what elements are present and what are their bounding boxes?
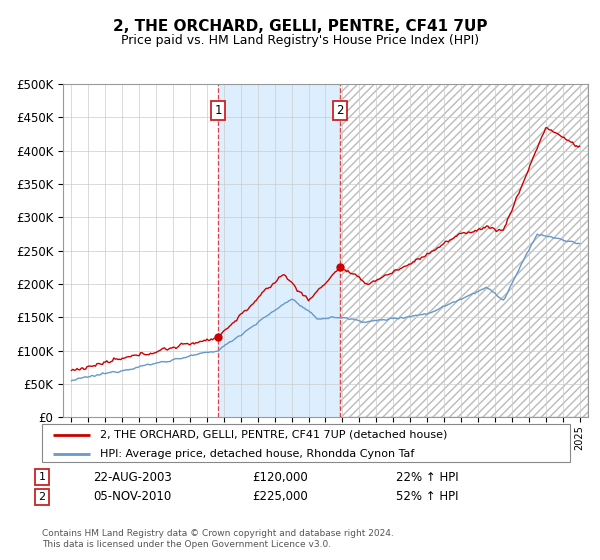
Text: 05-NOV-2010: 05-NOV-2010: [93, 490, 171, 503]
Text: 1: 1: [38, 472, 46, 482]
Text: 2, THE ORCHARD, GELLI, PENTRE, CF41 7UP: 2, THE ORCHARD, GELLI, PENTRE, CF41 7UP: [113, 20, 487, 34]
Text: 2, THE ORCHARD, GELLI, PENTRE, CF41 7UP (detached house): 2, THE ORCHARD, GELLI, PENTRE, CF41 7UP …: [100, 430, 448, 440]
Text: 2: 2: [336, 104, 344, 117]
Bar: [218, 84, 340, 417]
Text: Price paid vs. HM Land Registry's House Price Index (HPI): Price paid vs. HM Land Registry's House …: [121, 34, 479, 47]
Bar: [340, 84, 588, 417]
Text: 1: 1: [214, 104, 222, 117]
Text: Contains HM Land Registry data © Crown copyright and database right 2024.: Contains HM Land Registry data © Crown c…: [42, 529, 394, 538]
Text: 52% ↑ HPI: 52% ↑ HPI: [396, 490, 458, 503]
FancyBboxPatch shape: [42, 424, 570, 462]
Text: 2: 2: [38, 492, 46, 502]
Text: £120,000: £120,000: [252, 470, 308, 484]
Text: HPI: Average price, detached house, Rhondda Cynon Taf: HPI: Average price, detached house, Rhon…: [100, 449, 415, 459]
Text: £225,000: £225,000: [252, 490, 308, 503]
Text: This data is licensed under the Open Government Licence v3.0.: This data is licensed under the Open Gov…: [42, 540, 331, 549]
Text: 22% ↑ HPI: 22% ↑ HPI: [396, 470, 458, 484]
Text: 22-AUG-2003: 22-AUG-2003: [93, 470, 172, 484]
